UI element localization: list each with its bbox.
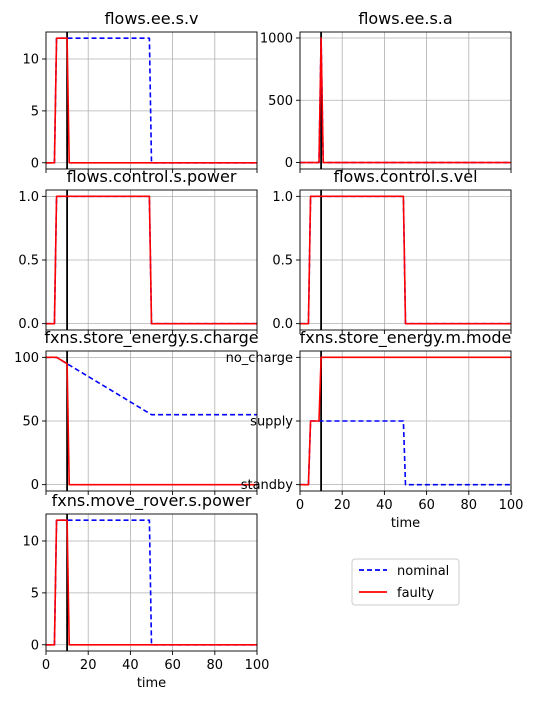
y-tick-label: 10	[22, 534, 39, 549]
y-tick-label: 10	[22, 52, 39, 67]
legend-label-faulty: faulty	[397, 586, 434, 601]
x-tick-label: 20	[334, 498, 351, 513]
subplot-2: 0 500 1000 flows.ee.s.a	[260, 9, 512, 173]
series-line-faulty	[46, 37, 257, 164]
x-tick-label: 20	[80, 658, 97, 673]
plot-area	[46, 514, 257, 651]
axes-frame	[45, 513, 258, 652]
subplot-6: standby supply no_charge 0 20 40 60 80 100 time fx…	[226, 328, 524, 531]
subplot-title: fxns.store_energy.s.charge	[44, 328, 258, 348]
subplot-title: fxns.move_rover.s.power	[52, 491, 252, 511]
plot-area	[300, 32, 511, 169]
subplot-1: 0 5 10 flows.ee.s.v	[22, 9, 258, 173]
x-axis-label: time	[137, 676, 166, 691]
plot-area	[300, 190, 511, 330]
y-tick-label: 0	[31, 638, 39, 653]
legend: nominal faulty	[351, 558, 460, 606]
series-line-faulty	[300, 356, 511, 486]
subplot-title: fxns.store_energy.m.mode	[300, 328, 512, 348]
series-line-faulty	[300, 195, 511, 325]
series-line-nominal	[46, 356, 257, 416]
y-tick-label: 0.5	[18, 254, 39, 269]
subplot-title: flows.control.s.power	[67, 167, 237, 186]
y-tick-label: no_charge	[226, 351, 293, 366]
series-line-faulty	[46, 195, 257, 325]
y-tick-label: 0	[31, 156, 39, 171]
x-tick-label: 80	[461, 498, 478, 513]
series-line-faulty	[46, 356, 257, 486]
subplot-3: 0.0 0.5 1.0 flows.control.s.power	[18, 167, 258, 334]
y-tick-label: 1.0	[18, 190, 39, 205]
x-tick-label: 100	[245, 658, 270, 673]
axes-frame	[45, 31, 258, 170]
plot-area	[300, 351, 511, 491]
y-tick-label: 50	[22, 415, 39, 430]
x-tick-label: 60	[164, 658, 181, 673]
x-tick-label: 80	[207, 658, 224, 673]
x-tick-label: 0	[296, 498, 304, 513]
subplot-4: 0.0 0.5 1.0 flows.control.s.vel	[272, 167, 512, 334]
subplot-title: flows.ee.s.a	[358, 9, 452, 28]
subplot-title: flows.control.s.vel	[333, 167, 477, 186]
y-tick-label: 5	[31, 104, 39, 119]
y-tick-label: 0.0	[18, 317, 39, 332]
plot-area	[46, 351, 257, 491]
x-tick-label: 100	[499, 498, 524, 513]
series-line-faulty	[46, 519, 257, 646]
series-line-faulty	[300, 37, 511, 164]
y-tick-label: 500	[268, 94, 293, 109]
series-line-nominal	[46, 37, 257, 164]
x-tick-label: 40	[122, 658, 139, 673]
plot-area	[46, 190, 257, 330]
y-tick-label: 0	[31, 478, 39, 493]
x-tick-label: 60	[418, 498, 435, 513]
y-tick-label: 5	[31, 586, 39, 601]
y-tick-label: 0	[285, 156, 293, 171]
y-tick-label: standby	[241, 478, 294, 493]
subplot-5: 0 50 100 fxns.store_energy.s.charge	[14, 328, 259, 495]
y-tick-label: 0.5	[272, 254, 293, 269]
y-tick-label: 1.0	[272, 190, 293, 205]
x-axis-label: time	[391, 516, 420, 531]
legend-label-nominal: nominal	[397, 564, 449, 579]
series-line-nominal	[300, 420, 511, 486]
y-tick-label: 0.0	[272, 317, 293, 332]
y-tick-label: 1000	[260, 31, 293, 46]
series-line-nominal	[46, 519, 257, 646]
subplot-title: flows.ee.s.v	[104, 9, 198, 28]
x-tick-label: 40	[376, 498, 393, 513]
y-tick-label: supply	[250, 415, 293, 430]
x-tick-label: 0	[42, 658, 50, 673]
plot-area	[46, 32, 257, 169]
y-tick-label: 100	[14, 351, 39, 366]
